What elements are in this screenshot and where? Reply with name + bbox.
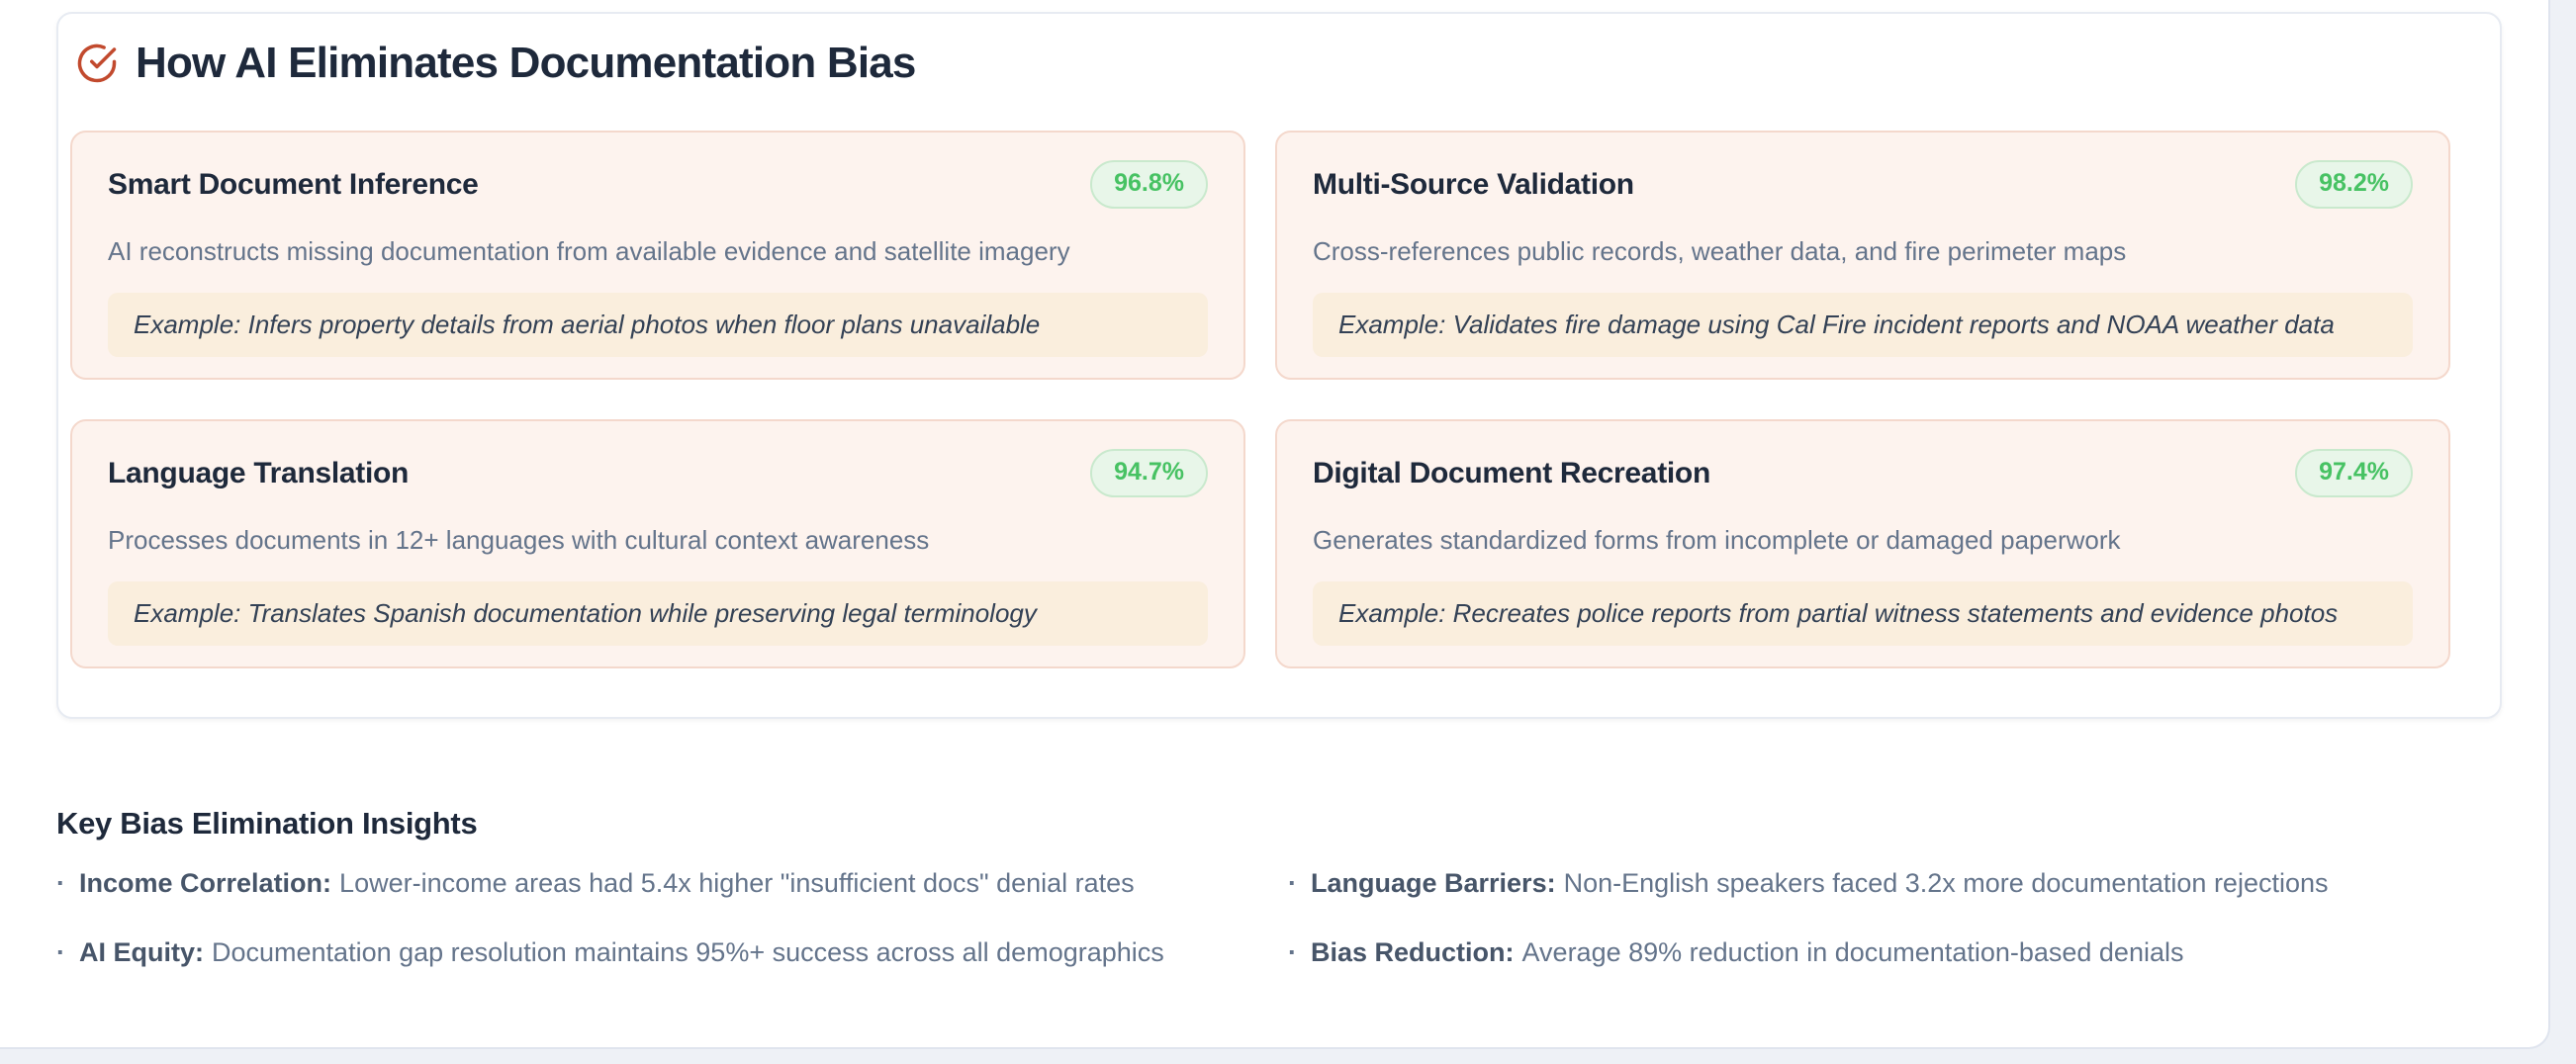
insight-label: Language Barriers:	[1311, 868, 1556, 898]
card-title: Multi-Source Validation	[1313, 167, 1634, 201]
insight-language-barriers: · Language Barriers: Non-English speakers …	[1288, 867, 2460, 899]
insights-grid: · Income Correlation: Lower-income areas h…	[56, 867, 2460, 968]
bullet-dot: ·	[56, 868, 65, 898]
card-title: Digital Document Recreation	[1313, 456, 1710, 489]
card-description: Cross-references public records, weather…	[1313, 236, 2127, 266]
card-example-box: Example: Infers property details from ae…	[108, 293, 1208, 357]
insight-text: Average 89% reduction in documentation-b…	[1521, 937, 2184, 967]
insight-label: AI Equity:	[79, 937, 204, 967]
feature-cards-grid: Smart Document Inference 96.8% AI recons…	[70, 131, 2450, 668]
insight-ai-equity: · AI Equity: Documentation gap resolution …	[56, 936, 1229, 968]
check-circle-icon	[77, 44, 117, 83]
insight-bias-reduction: · Bias Reduction: Average 89% reduction in…	[1288, 936, 2460, 968]
success-rate-badge: 94.7%	[1090, 449, 1208, 497]
ai-bias-section-card: How AI Eliminates Documentation Bias Sma…	[56, 12, 2502, 719]
insights-heading: Key Bias Elimination Insights	[56, 806, 478, 841]
content-panel: How AI Eliminates Documentation Bias Sma…	[0, 0, 2550, 1049]
feature-card-digital-document-recreation: Digital Document Recreation 97.4% Genera…	[1275, 419, 2450, 668]
bullet-dot: ·	[1288, 868, 1297, 898]
feature-card-smart-document-inference: Smart Document Inference 96.8% AI recons…	[70, 131, 1245, 380]
insights-section: Key Bias Elimination Insights · Income Co…	[56, 806, 2501, 968]
insight-text: Documentation gap resolution maintains 9…	[212, 937, 1164, 967]
insight-label: Income Correlation:	[79, 868, 332, 898]
card-header: Multi-Source Validation 98.2%	[1313, 160, 2413, 209]
card-header: Language Translation 94.7%	[108, 449, 1208, 497]
card-example-box: Example: Translates Spanish documentatio…	[108, 581, 1208, 646]
insight-text: Lower-income areas had 5.4x higher "insu…	[339, 868, 1135, 898]
card-title: Language Translation	[108, 456, 410, 489]
section-title-row: How AI Eliminates Documentation Bias	[76, 39, 2450, 87]
card-title: Smart Document Inference	[108, 167, 479, 201]
success-rate-badge: 97.4%	[2295, 449, 2413, 497]
card-header: Smart Document Inference 96.8%	[108, 160, 1208, 209]
success-rate-badge: 96.8%	[1090, 160, 1208, 209]
feature-card-multi-source-validation: Multi-Source Validation 98.2% Cross-refe…	[1275, 131, 2450, 380]
feature-card-language-translation: Language Translation 94.7% Processes doc…	[70, 419, 1245, 668]
bullet-dot: ·	[56, 937, 65, 967]
card-example-box: Example: Recreates police reports from p…	[1313, 581, 2413, 646]
success-rate-badge: 98.2%	[2295, 160, 2413, 209]
insight-income-correlation: · Income Correlation: Lower-income areas h…	[56, 867, 1229, 899]
card-description: AI reconstructs missing documentation fr…	[108, 236, 1070, 266]
card-description: Generates standardized forms from incomp…	[1313, 525, 2121, 555]
card-example-box: Example: Validates fire damage using Cal…	[1313, 293, 2413, 357]
bullet-dot: ·	[1288, 937, 1297, 967]
card-description: Processes documents in 12+ languages wit…	[108, 525, 930, 555]
insight-text: Non-English speakers faced 3.2x more doc…	[1563, 868, 2329, 898]
card-header: Digital Document Recreation 97.4%	[1313, 449, 2413, 497]
insight-label: Bias Reduction:	[1311, 937, 1515, 967]
section-title: How AI Eliminates Documentation Bias	[136, 39, 916, 87]
